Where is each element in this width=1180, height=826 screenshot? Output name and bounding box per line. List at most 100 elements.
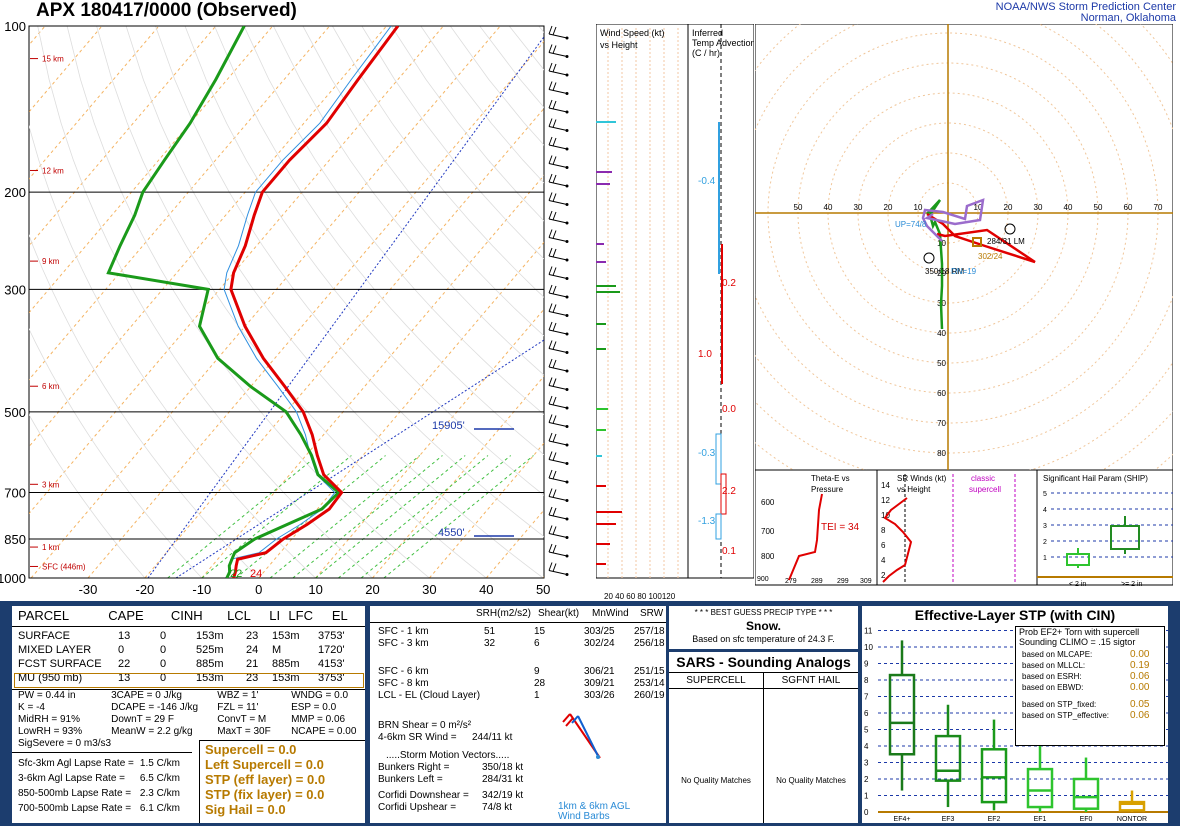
- cape-hdr: CAPE: [108, 608, 144, 623]
- theta-xtick-279: 279: [785, 578, 797, 585]
- stp-category: EF1: [1034, 816, 1047, 823]
- brn-shear: BRN Shear = 0 m²/s²: [378, 720, 472, 731]
- parcel-cell: 3753': [318, 672, 345, 684]
- stp-legend-line: based on EBWD: 0.00: [1022, 682, 1164, 693]
- thermo-cell: ESP = 0.0: [291, 702, 337, 713]
- hodo-up: UP=74/8: [895, 220, 927, 229]
- pressure-tick-label: 1000: [0, 571, 26, 586]
- stp-ytick: 3: [864, 759, 869, 768]
- pressure-tick-label: 500: [4, 405, 26, 420]
- parcel-cell: 0: [160, 658, 167, 670]
- lapse-cell: 3-6km Agl Lapse Rate =: [18, 773, 126, 784]
- theta-title1: Theta-E vs: [811, 474, 850, 483]
- stp-legend-label: based on STP_fixed:: [1022, 700, 1097, 709]
- parcel-cell: 153m: [272, 630, 300, 642]
- srh-hdr: SRH(m2/s2): [476, 608, 532, 619]
- composite-index: STP (fix layer) = 0.0: [205, 787, 325, 802]
- parcel-cell: 23: [246, 672, 259, 684]
- parcel-cell: MU (950 mb): [18, 672, 83, 684]
- hodo-y-label: 40: [937, 329, 946, 338]
- kinematics-row: SFC - 3 km 32 6 302/24 256/18: [378, 638, 665, 650]
- stp-ytick: 6: [864, 709, 869, 718]
- thermo-cell: DownT = 29 F: [111, 714, 175, 725]
- analogs-none2: No Quality Matches: [776, 776, 846, 785]
- thermo-cell: MeanW = 2.2 g/kg: [111, 726, 193, 737]
- el-hdr: EL: [331, 608, 348, 623]
- hodo-mean: 302/24: [978, 252, 1003, 261]
- parcel-row: MU (950 mb) 13 0 153m 23 153m 3753': [18, 671, 360, 685]
- parcel-cell: 21: [246, 658, 259, 670]
- hodo-trace-high: [921, 198, 985, 242]
- sr46-row: 4-6km SR Wind = 244/11 kt: [378, 732, 512, 743]
- wind-barb: [548, 451, 569, 465]
- shear-hdr: Shear(kt): [538, 608, 580, 619]
- hodo-x-label: 10: [914, 203, 923, 212]
- stp-legend-value: 0.00: [1130, 649, 1150, 660]
- tei: TEI = 34: [821, 522, 860, 533]
- kinematics-cell: 253/14: [634, 678, 665, 689]
- thermo-cell: MMP = 0.06: [291, 714, 346, 725]
- precip-title: * * * BEST GUESS PRECIP TYPE * * *: [694, 608, 833, 617]
- wind-barb: [548, 543, 569, 558]
- ship-tick: 4: [1043, 507, 1047, 514]
- theta-xtick-299: 299: [837, 578, 849, 585]
- thermo-cell: LowRH = 93%: [18, 726, 83, 737]
- temp-tick-label: 50: [536, 582, 550, 597]
- parcel-cell: 153m: [272, 672, 300, 684]
- thermo-cell: FZL = 11': [217, 702, 259, 713]
- sr-supercell: supercell: [969, 485, 1001, 494]
- hodo-rm: 350/18 RM: [925, 267, 964, 276]
- stp-title: Effective-Layer STP (with CIN): [914, 607, 1116, 623]
- hodo-x-label: 60: [1124, 203, 1133, 212]
- wind-title2: vs Height: [600, 40, 638, 50]
- stp-ytick: 4: [864, 742, 869, 751]
- stp-legend-label: based on MLLCL:: [1022, 661, 1086, 670]
- height-label: 15 km: [42, 55, 64, 64]
- wind-barb: [548, 432, 569, 447]
- wind-barb: [548, 155, 569, 169]
- ship-leg2: >= 2 in: [1121, 581, 1143, 588]
- hodo-x-label: 30: [854, 203, 863, 212]
- parcel-cell: 153m: [196, 630, 224, 642]
- cinh-hdr: CINH: [170, 608, 203, 623]
- sr-ytick: 8: [881, 526, 886, 535]
- wind-barb: [548, 321, 569, 336]
- adv-title3: (C / hr): [692, 48, 720, 58]
- parcel-cell: 13: [118, 672, 131, 684]
- sr46-label: 4-6km SR Wind =: [378, 732, 457, 743]
- kinematics-cell: 6: [534, 638, 540, 649]
- kinematics-cell: 257/18: [634, 626, 665, 637]
- thermo-cell: NCAPE = 0.00: [291, 726, 357, 737]
- hodo-x-label: 50: [1094, 203, 1103, 212]
- wind-barb: [548, 414, 569, 428]
- thermo-cell: MidRH = 91%: [18, 714, 80, 725]
- kinematics-cell: SFC - 3 km: [378, 638, 429, 649]
- kinematics-cell: 256/18: [634, 638, 665, 649]
- theta-ytick-600: 600: [761, 498, 775, 507]
- barb-label1: 1km & 6km AGL: [558, 801, 631, 812]
- lapse-cell: 1.5 C/km: [139, 758, 180, 769]
- parcel-cell: 1720': [318, 644, 345, 656]
- li-hdr: LI: [269, 608, 281, 623]
- kinematics-row: LCL - EL (Cloud Layer) 1 303/26 260/19: [378, 690, 665, 702]
- stp-ytick: 2: [864, 775, 869, 784]
- stp-ytick: 11: [864, 627, 873, 636]
- stp-legend-value: 0.05: [1130, 699, 1150, 710]
- parcel-cell: M: [272, 644, 282, 656]
- ship-tick: 3: [1043, 523, 1047, 530]
- hodo-lm: 284/31 LM: [987, 237, 1025, 246]
- lapse-cell: Sfc-3km Agl Lapse Rate =: [18, 758, 134, 769]
- thermo-cell: SigSevere = 0 m3/s3: [18, 738, 112, 749]
- temp-tick-label: 30: [422, 582, 436, 597]
- credit-line1: NOAA/NWS Storm Prediction Center: [995, 1, 1176, 13]
- parcel-cell: 3753': [318, 630, 345, 642]
- parcel-cell: 0: [160, 630, 167, 642]
- parcel-panel: PARCEL CAPE CINH LCL LI LFC EL SURFACE 13…: [12, 606, 365, 823]
- wind-barb: [548, 62, 569, 77]
- parcel-cell: FCST SURFACE: [18, 658, 102, 670]
- hodo-y-label: 80: [937, 449, 946, 458]
- temp-tick-label: -20: [136, 582, 155, 597]
- wind-barb: [548, 284, 569, 299]
- temp-advection-panel: -0.4 0.2 1.0 0.0 -0.3 2.2 -1.3 0.1 Inferred Tem…: [688, 24, 754, 579]
- sr-ytick: 2: [881, 571, 886, 580]
